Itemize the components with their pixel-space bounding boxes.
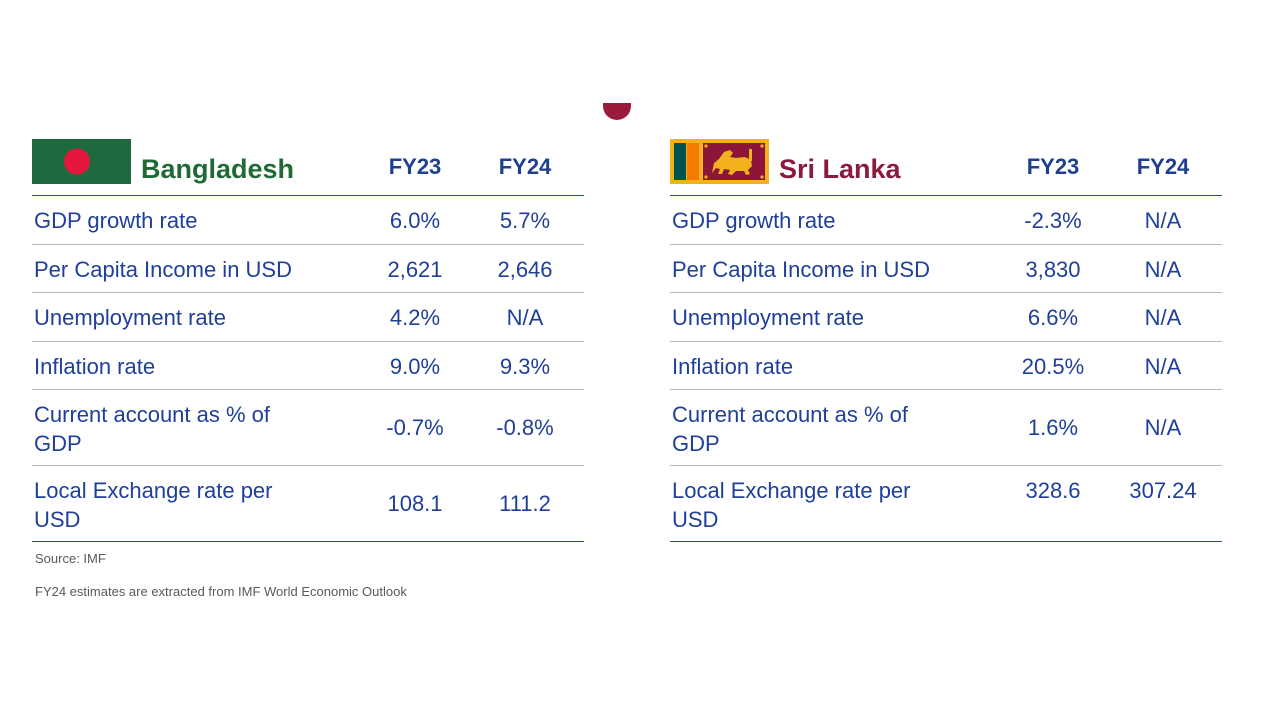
column-header-fy24: FY24 [498, 154, 552, 179]
column-header-fy23: FY23 [388, 154, 442, 179]
srilanka-flag-icon [670, 139, 769, 184]
fy23-value: 3,830 [1025, 256, 1081, 282]
bangladesh-table: Bangladesh FY23 FY24 GDP growth rate 6.0… [32, 138, 584, 542]
table-row: Unemployment rate 6.6% N/A [670, 293, 1222, 342]
row-label: Unemployment rate [672, 305, 864, 330]
country-name: Sri Lanka [779, 154, 901, 184]
fy23-value: 6.0% [389, 208, 441, 233]
fy24-value: 2,646 [497, 256, 553, 282]
fy23-value: 328.6 [1025, 478, 1081, 503]
fy23-value: 2,621 [387, 256, 443, 282]
column-header-fy24: FY24 [1136, 154, 1190, 179]
fy23-value: 20.5% [1021, 353, 1085, 379]
table-row: Per Capita Income in USD 2,621 2,646 [32, 245, 584, 293]
row-label: Inflation rate [672, 353, 794, 379]
table-row: Current account as % of GDP -0.7% -0.8% [32, 390, 584, 466]
fy24-value: N/A [506, 305, 544, 330]
fy24-value: 5.7% [499, 208, 551, 233]
fy24-value: N/A [1144, 353, 1182, 379]
table-row: Per Capita Income in USD 3,830 N/A [670, 245, 1222, 293]
fy24-value: 111.2 [499, 491, 551, 516]
fy24-value: N/A [1144, 305, 1182, 330]
fy24-value: 307.24 [1129, 478, 1197, 503]
row-label: Per Capita Income in USD [34, 256, 292, 282]
column-header-fy23: FY23 [1026, 154, 1080, 179]
table-row: Unemployment rate 4.2% N/A [32, 293, 584, 342]
bangladesh-header-row: Bangladesh FY23 FY24 [32, 138, 584, 196]
table-row: Inflation rate 9.0% 9.3% [32, 342, 584, 390]
row-label: GDP growth rate [672, 208, 836, 233]
fy23-value: 4.2% [389, 305, 441, 330]
table-row: GDP growth rate -2.3% N/A [670, 196, 1222, 245]
fy23-value: 6.6% [1027, 305, 1079, 330]
fy23-value: -2.3% [1024, 208, 1082, 233]
country-name: Bangladesh [141, 154, 295, 184]
row-label: Unemployment rate [34, 305, 226, 330]
fy23-value: -0.7% [386, 415, 444, 440]
decorative-dot [603, 103, 631, 120]
row-label: Per Capita Income in USD [672, 256, 930, 282]
srilanka-table: Sri Lanka FY23 FY24 GDP growth rate -2.3… [670, 138, 1222, 542]
table-row: Local Exchange rate per USD 328.6 307.24 [670, 466, 1222, 542]
source-note: Source: IMF [35, 551, 106, 566]
fy23-value: 9.0% [389, 353, 441, 379]
table-row: Current account as % of GDP 1.6% N/A [670, 390, 1222, 466]
bangladesh-flag-icon [32, 139, 131, 184]
fy24-value: 9.3% [499, 353, 551, 379]
fy24-value: N/A [1144, 415, 1182, 440]
table-row: Local Exchange rate per USD 108.1 111.2 [32, 466, 584, 542]
row-label: Local Exchange rate per USD [34, 478, 273, 532]
fy24-value: N/A [1144, 256, 1182, 282]
row-label: Local Exchange rate per USD [672, 478, 911, 532]
estimate-note: FY24 estimates are extracted from IMF Wo… [35, 584, 407, 599]
row-label: Current account as % of GDP [672, 402, 909, 456]
table-row: Inflation rate 20.5% N/A [670, 342, 1222, 390]
srilanka-header-row: Sri Lanka FY23 FY24 [670, 138, 1222, 196]
fy24-value: N/A [1144, 208, 1182, 233]
fy24-value: -0.8% [496, 415, 554, 440]
row-label: Current account as % of GDP [34, 402, 271, 456]
fy23-value: 108.1 [387, 491, 443, 516]
table-row: GDP growth rate 6.0% 5.7% [32, 196, 584, 245]
row-label: GDP growth rate [34, 208, 198, 233]
row-label: Inflation rate [34, 353, 156, 379]
fy23-value: 1.6% [1027, 415, 1079, 440]
